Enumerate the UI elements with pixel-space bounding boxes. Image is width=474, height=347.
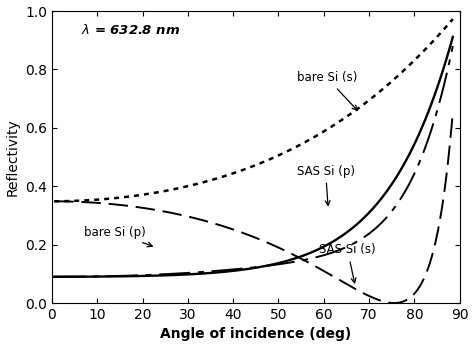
Text: bare Si (p): bare Si (p) bbox=[84, 226, 152, 247]
Text: bare Si (s): bare Si (s) bbox=[297, 71, 357, 110]
Y-axis label: Reflectivity: Reflectivity bbox=[6, 118, 19, 196]
Text: $\lambda$ = 632.8 nm: $\lambda$ = 632.8 nm bbox=[81, 23, 180, 37]
Text: SAS Si (s): SAS Si (s) bbox=[319, 243, 376, 283]
Text: SAS Si (p): SAS Si (p) bbox=[297, 164, 355, 205]
X-axis label: Angle of incidence (deg): Angle of incidence (deg) bbox=[160, 328, 351, 341]
